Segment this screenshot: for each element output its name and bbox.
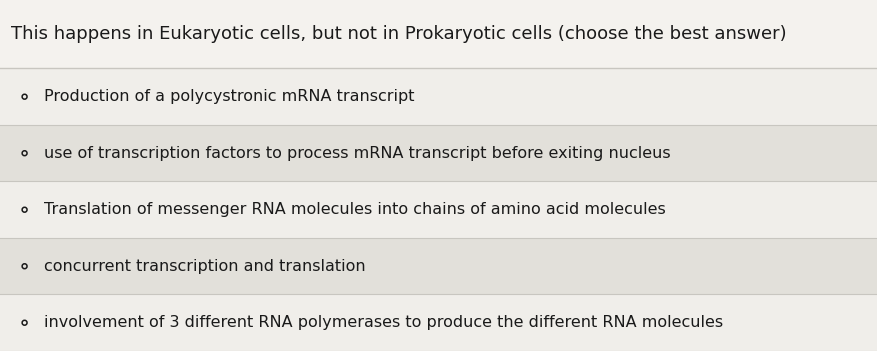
Text: involvement of 3 different RNA polymerases to produce the different RNA molecule: involvement of 3 different RNA polymeras… (44, 315, 722, 330)
Bar (0, 125, 877, 181)
Bar (0, 68, 877, 125)
Bar (0, 238, 877, 294)
Text: use of transcription factors to process mRNA transcript before exiting nucleus: use of transcription factors to process … (44, 146, 670, 161)
Bar (0, 181, 877, 238)
Text: Production of a polycystronic mRNA transcript: Production of a polycystronic mRNA trans… (44, 89, 414, 104)
Text: concurrent transcription and translation: concurrent transcription and translation (44, 259, 365, 274)
Text: This happens in Eukaryotic cells, but not in Prokaryotic cells (choose the best : This happens in Eukaryotic cells, but no… (11, 25, 785, 43)
Bar (0, 294, 877, 351)
Bar (0, 0, 877, 68)
Text: Translation of messenger RNA molecules into chains of amino acid molecules: Translation of messenger RNA molecules i… (44, 202, 665, 217)
